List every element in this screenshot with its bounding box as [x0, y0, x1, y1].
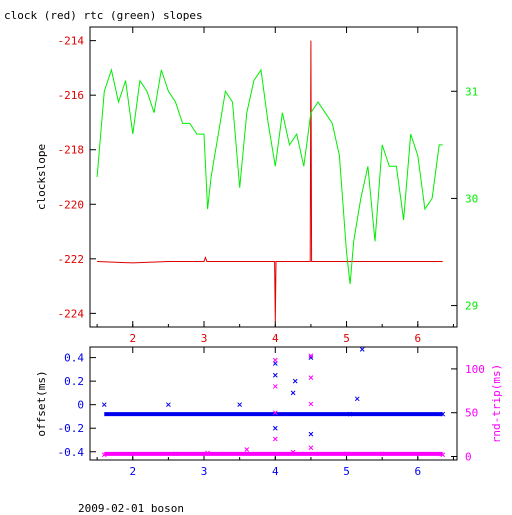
offset-point — [354, 396, 360, 402]
slopes-xtick-label: 6 — [414, 332, 421, 345]
rnd-trip-point — [379, 451, 385, 457]
offset-point — [292, 378, 298, 384]
slopes-ytick-left-label: -214 — [58, 35, 85, 48]
rnd-trip-point — [101, 452, 107, 458]
rnd-trip-point — [308, 353, 314, 359]
offset-point — [166, 402, 171, 408]
slopes-ytick-right-label: 31 — [465, 85, 478, 98]
rnd-trip-point — [290, 449, 296, 455]
offset-point — [308, 431, 314, 437]
chart-title: clock (red) rtc (green) slopes — [4, 9, 203, 22]
footer-caption: 2009-02-01 boson — [78, 502, 184, 515]
slopes-panel: 2 3 4 5 6 -214 -216 -218 -220 -222 -224 29 30 31 clock… — [35, 26, 478, 345]
slopes-ytick-left-label: -220 — [58, 198, 85, 211]
slopes-xtick-label: 4 — [272, 332, 279, 345]
rnd-trip-point — [272, 384, 278, 389]
slopes-xtick-label: 5 — [343, 332, 350, 345]
rnd-trip-point — [272, 436, 278, 442]
slopes-ytick-left-label: -222 — [58, 253, 85, 266]
rnd-trip-point — [173, 451, 178, 457]
offset-point — [237, 402, 243, 408]
rnd-trip-point — [308, 445, 314, 451]
rnd-trip-point — [272, 357, 278, 363]
rnd-trip-point — [272, 410, 278, 416]
slopes-ytick-left-label: -224 — [58, 307, 85, 320]
rtc-line — [96, 68, 443, 285]
offset-xtick-label: 4 — [272, 465, 279, 478]
offset-ytick-left-label: 0.2 — [64, 375, 84, 388]
slopes-ytick-left-label: -216 — [58, 89, 85, 102]
rnd-trip-point — [344, 451, 349, 457]
slopes-frame — [89, 26, 458, 328]
slopes-xtick-label: 3 — [201, 332, 208, 345]
slopes-ytick-right-label: 30 — [465, 192, 478, 205]
offset-frame — [89, 346, 458, 461]
slopes-xtick-label: 2 — [129, 332, 136, 345]
slopes-ytick-left-label: -218 — [58, 144, 85, 157]
offset-ytick-right-label: 100 — [465, 363, 485, 376]
offset-panel: 2 3 4 5 6 0.4 0.2 0 -0.2 -0.4 0 50 100 offset(ms) rnd-… — [35, 346, 503, 478]
offset-point — [308, 355, 314, 360]
offset-point — [440, 411, 446, 417]
slopes-ytick-right-label: 29 — [465, 300, 478, 313]
offset-ytick-left-label: 0 — [77, 399, 84, 412]
offset-point — [347, 411, 353, 417]
clock-line — [97, 40, 443, 322]
offset-ylabel-left: offset(ms) — [35, 370, 48, 436]
offset-ytick-left-label: -0.4 — [58, 446, 85, 459]
rnd-trip-point — [308, 401, 314, 407]
rnd-trip-point — [244, 447, 250, 452]
offset-xtick-label: 3 — [201, 465, 208, 478]
slopes-ylabel-left: clockslope — [35, 144, 48, 210]
offset-point — [272, 425, 278, 431]
offset-xtick-label: 2 — [129, 465, 136, 478]
offset-ylabel-right: rnd-trip(ms) — [490, 364, 503, 443]
rnd-trip-point — [205, 450, 210, 456]
offset-point — [359, 347, 365, 352]
offset-point — [272, 372, 278, 378]
offset-ytick-left-label: -0.2 — [58, 422, 85, 435]
offset-ytick-right-label: 0 — [465, 450, 472, 463]
offset-point — [290, 390, 296, 396]
offset-xtick-label: 5 — [343, 465, 350, 478]
rnd-trip-point — [308, 375, 314, 381]
offset-ytick-left-label: 0.4 — [64, 352, 84, 365]
offset-point — [101, 402, 107, 408]
offset-ytick-right-label: 50 — [465, 407, 478, 420]
rnd-trip-point — [440, 452, 446, 458]
offset-xtick-label: 6 — [414, 465, 421, 478]
